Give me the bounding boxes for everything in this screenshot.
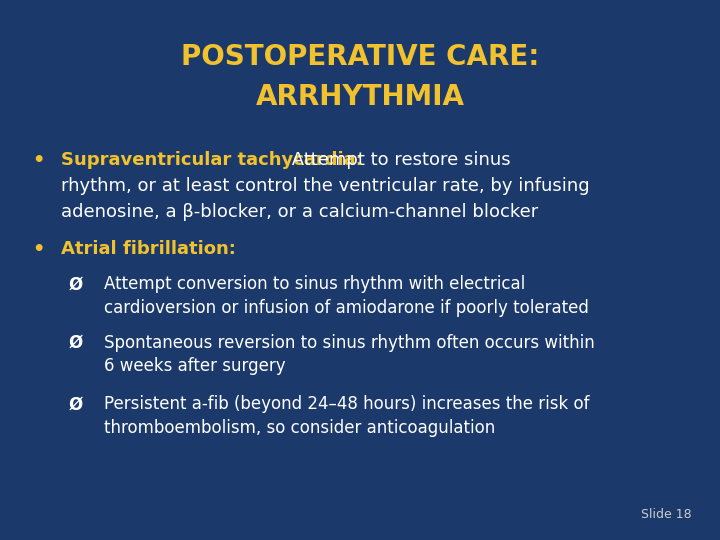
- Text: cardioversion or infusion of amiodarone if poorly tolerated: cardioversion or infusion of amiodarone …: [104, 299, 589, 317]
- Text: Attempt conversion to sinus rhythm with electrical: Attempt conversion to sinus rhythm with …: [104, 275, 526, 293]
- Text: •: •: [32, 151, 45, 170]
- Text: Supraventricular tachycardia:: Supraventricular tachycardia:: [61, 151, 363, 169]
- Text: Slide 18: Slide 18: [641, 508, 691, 521]
- Text: POSTOPERATIVE CARE:: POSTOPERATIVE CARE:: [181, 43, 539, 71]
- Text: thromboembolism, so consider anticoagulation: thromboembolism, so consider anticoagula…: [104, 419, 495, 437]
- Text: Ø: Ø: [68, 334, 83, 352]
- Text: Atrial fibrillation:: Atrial fibrillation:: [61, 240, 236, 258]
- Text: rhythm, or at least control the ventricular rate, by infusing: rhythm, or at least control the ventricu…: [61, 177, 590, 195]
- Text: Spontaneous reversion to sinus rhythm often occurs within: Spontaneous reversion to sinus rhythm of…: [104, 334, 595, 352]
- Text: Ø: Ø: [68, 395, 83, 413]
- Text: Persistent a-fib (beyond 24–48 hours) increases the risk of: Persistent a-fib (beyond 24–48 hours) in…: [104, 395, 590, 413]
- Text: •: •: [32, 240, 45, 259]
- Text: adenosine, a β-blocker, or a calcium-channel blocker: adenosine, a β-blocker, or a calcium-cha…: [61, 203, 539, 221]
- Text: Attempt to restore sinus: Attempt to restore sinus: [286, 151, 510, 169]
- Text: 6 weeks after surgery: 6 weeks after surgery: [104, 357, 286, 375]
- Text: Ø: Ø: [68, 275, 83, 293]
- Text: ARRHYTHMIA: ARRHYTHMIA: [256, 83, 464, 111]
